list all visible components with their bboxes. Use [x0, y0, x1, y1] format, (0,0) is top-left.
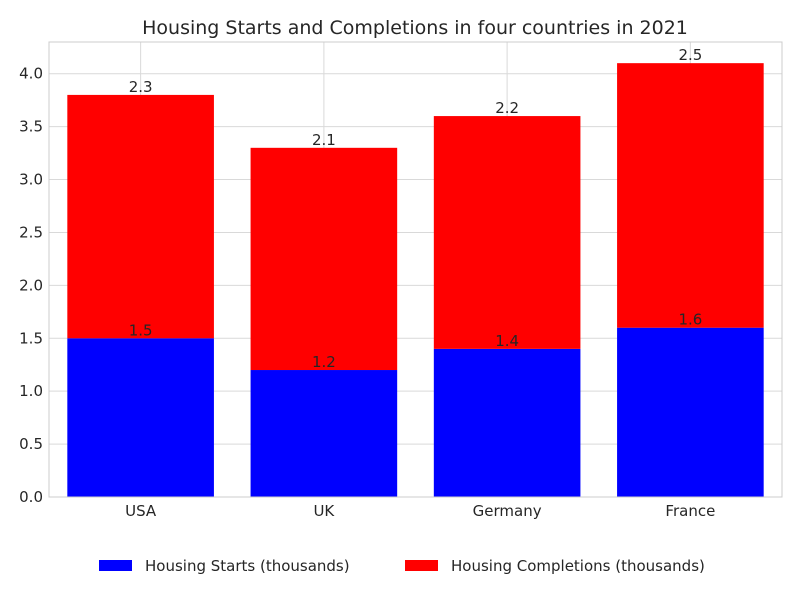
y-tick-label: 2.0 [19, 276, 43, 294]
bar-value-label: 1.2 [312, 353, 336, 371]
bar-value-label: 1.5 [129, 321, 153, 339]
x-tick-label: Germany [473, 502, 542, 520]
bar-completions-germany [433, 116, 581, 349]
bar-value-label: 2.2 [495, 99, 519, 117]
y-tick-label: 1.5 [19, 329, 43, 347]
bar-starts-usa [67, 338, 214, 497]
bar-value-label: 2.5 [678, 46, 702, 64]
y-tick-label: 4.0 [19, 65, 43, 83]
y-tick-label: 2.5 [19, 223, 43, 241]
y-axis: 0.0 0.5 1.0 1.5 2.0 2.5 3.0 3.5 4.0 [19, 65, 43, 506]
x-tick-label: USA [125, 502, 157, 520]
bar-value-label: 1.6 [678, 311, 702, 329]
bar-value-label: 2.3 [129, 78, 153, 96]
bar-starts-uk [250, 370, 398, 497]
x-tick-label: France [665, 502, 715, 520]
y-tick-label: 3.0 [19, 171, 43, 189]
bar-completions-uk [250, 147, 398, 371]
legend: Housing Starts (thousands) Housing Comple… [99, 557, 705, 575]
bar-value-label: 2.1 [312, 131, 336, 149]
legend-swatch [405, 560, 438, 571]
bar-value-labels: 1.5 2.3 1.2 2.1 1.4 2.2 1.6 2.5 [129, 46, 703, 371]
plot-frame [48, 41, 783, 498]
chart-title: Housing Starts and Completions in four c… [142, 17, 688, 39]
y-tick-label: 0.5 [19, 435, 43, 453]
legend-label: Housing Completions (thousands) [451, 557, 705, 575]
y-tick-label: 0.0 [19, 488, 43, 506]
bars [67, 63, 764, 497]
y-tick-label: 3.5 [19, 118, 43, 136]
bar-starts-france [617, 327, 764, 497]
bar-starts-germany [433, 348, 581, 497]
bar-completions-france [617, 63, 764, 328]
legend-swatch [99, 560, 132, 571]
bar-value-label: 1.4 [495, 332, 519, 350]
legend-label: Housing Starts (thousands) [145, 557, 350, 575]
x-tick-label: UK [313, 502, 335, 520]
bar-completions-usa [67, 94, 214, 339]
y-tick-label: 1.0 [19, 382, 43, 400]
x-axis: USA UK Germany France [125, 502, 715, 520]
